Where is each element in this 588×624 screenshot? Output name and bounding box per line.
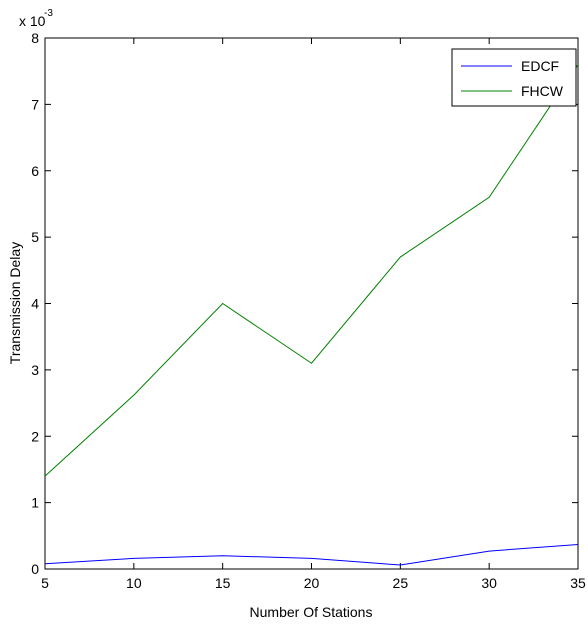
- y-tick-label: 5: [31, 229, 39, 245]
- series-line-fhcw: [44, 64, 579, 477]
- series-line-edcf: [44, 543, 579, 566]
- legend-label-edcf: EDCF: [521, 58, 559, 74]
- x-tick-label: 25: [393, 575, 409, 591]
- x-tick-label: 35: [570, 575, 586, 591]
- y-tick-label: 6: [31, 163, 39, 179]
- legend-box: [451, 48, 577, 107]
- x-tick-label: 15: [215, 575, 231, 591]
- y-exponent-base: x 10: [19, 13, 46, 29]
- y-tick-label: 1: [31, 495, 39, 511]
- y-tick-label: 2: [31, 428, 39, 444]
- x-tick-label: 30: [481, 575, 497, 591]
- series-group: [44, 64, 579, 566]
- legend-label-fhcw: FHCW: [521, 83, 564, 99]
- x-tick-label: 10: [126, 575, 142, 591]
- y-exponent-power: -3: [44, 8, 53, 19]
- y-tick-label: 3: [31, 362, 39, 378]
- x-axis-label: Number Of Stations: [250, 604, 373, 620]
- legend: EDCF FHCW: [451, 48, 577, 107]
- x-tick-label: 5: [41, 575, 49, 591]
- y-tick-label: 4: [31, 296, 39, 312]
- y-tick-label: 8: [31, 30, 39, 46]
- y-tick-label: 7: [31, 96, 39, 112]
- axis-ticks: 5 10 15 20 25 30 35 0 1 2 3 4 5 6 7 8: [31, 30, 586, 591]
- y-tick-label: 0: [31, 561, 39, 577]
- plot-frame: [44, 37, 579, 570]
- x-tick-label: 20: [304, 575, 320, 591]
- y-axis-label: Transmission Delay: [7, 242, 23, 364]
